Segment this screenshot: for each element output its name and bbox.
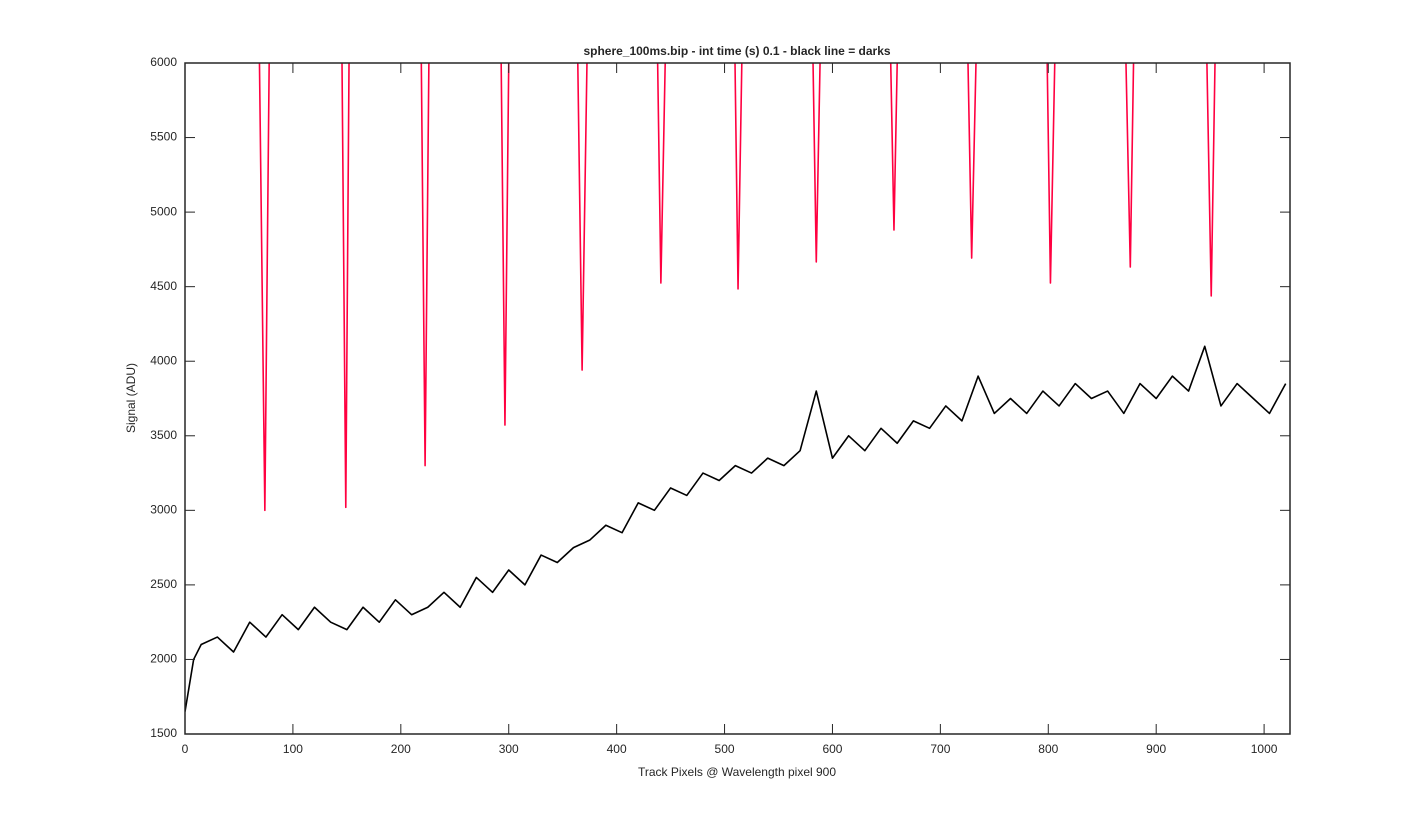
x-tick-label: 500 (715, 742, 735, 756)
y-tick-label: 4500 (150, 279, 177, 293)
x-tick-label: 400 (607, 742, 627, 756)
y-tick-label: 5000 (150, 204, 177, 218)
y-tick-label: 2500 (150, 577, 177, 591)
x-tick-label: 600 (822, 742, 842, 756)
y-tick-label: 2000 (150, 652, 177, 666)
x-tick-label: 700 (930, 742, 950, 756)
x-tick-label: 300 (499, 742, 519, 756)
y-tick-label: 3500 (150, 428, 177, 442)
x-tick-label: 0 (182, 742, 189, 756)
chart-title: sphere_100ms.bip - int time (s) 0.1 - bl… (583, 44, 890, 58)
data-line (258, 63, 1216, 512)
x-tick-label: 1000 (1251, 742, 1278, 756)
y-tick-label: 3000 (150, 503, 177, 517)
x-tick-label: 200 (391, 742, 411, 756)
y-tick-label: 1500 (150, 726, 177, 740)
plot-lines (185, 63, 1287, 712)
x-tick-label: 800 (1038, 742, 1058, 756)
y-tick-label: 4000 (150, 353, 177, 367)
plot-area (185, 63, 1290, 734)
y-tick-label: 5500 (150, 130, 177, 144)
data-line (185, 345, 1287, 712)
y-tick-label: 6000 (150, 55, 177, 69)
x-tick-label: 100 (283, 742, 303, 756)
x-tick-label: 900 (1146, 742, 1166, 756)
axes-box (184, 62, 1291, 735)
y-axis-label: Signal (ADU) (124, 363, 138, 433)
x-axis-label: Track Pixels @ Wavelength pixel 900 (638, 765, 836, 779)
